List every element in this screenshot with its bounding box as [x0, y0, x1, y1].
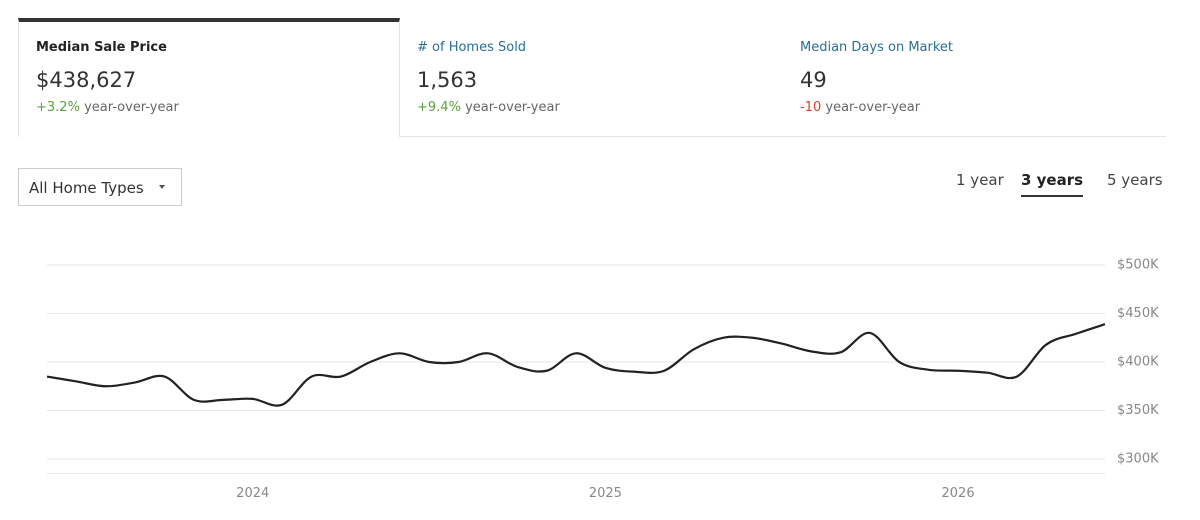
x-tick-label: 2025 [589, 486, 622, 501]
x-tick-label: 2026 [942, 486, 975, 501]
change: +3.2% [36, 100, 80, 115]
price-line [46, 323, 1106, 407]
caret [159, 185, 165, 189]
tab-change-row: +9.4% year-over-year [417, 100, 782, 115]
tab[interactable]: Median Days on Market 49 -10 year-over-y… [783, 18, 1165, 136]
range-button[interactable]: 5 years [1107, 171, 1163, 189]
change-label: year-over-year [465, 100, 560, 115]
range-button[interactable]: 3 years [1021, 171, 1084, 197]
x-tick-label: 2024 [236, 486, 269, 501]
tab-value: 49 [800, 68, 827, 92]
tab-title: Median Days on Market [800, 40, 954, 55]
change-label: year-over-year [84, 100, 179, 115]
y-tick-label: $450K [1117, 306, 1159, 321]
tab-change-row: +3.2% year-over-year [36, 100, 399, 115]
tab-change-row: -10 year-over-year [800, 100, 1165, 115]
change: +9.4% [417, 100, 461, 115]
y-tick-label: $400K [1117, 355, 1159, 370]
tab[interactable]: Median Sale Price $438,627 +3.2% year-ov… [18, 18, 400, 137]
y-tick-label: $300K [1117, 452, 1159, 467]
dropdown-label: All Home Types [29, 179, 144, 197]
tab-title: # of Homes Sold [417, 40, 527, 55]
tab[interactable]: # of Homes Sold 1,563 +9.4% year-over-ye… [400, 18, 782, 136]
metric-tabs: Median Sale Price $438,627 +3.2% year-ov… [18, 18, 1166, 137]
range-button[interactable]: 1 year [956, 171, 1004, 189]
change-label: year-over-year [825, 100, 921, 115]
tab-title: Median Sale Price [36, 40, 167, 55]
tab-value: 1,563 [417, 68, 478, 92]
home-type-dropdown[interactable]: All Home Types [18, 168, 182, 206]
y-tick-label: $500K [1117, 258, 1159, 273]
change: -10 [800, 100, 822, 115]
y-tick-label: $350K [1117, 403, 1159, 418]
tab-value: $438,627 [36, 68, 137, 92]
